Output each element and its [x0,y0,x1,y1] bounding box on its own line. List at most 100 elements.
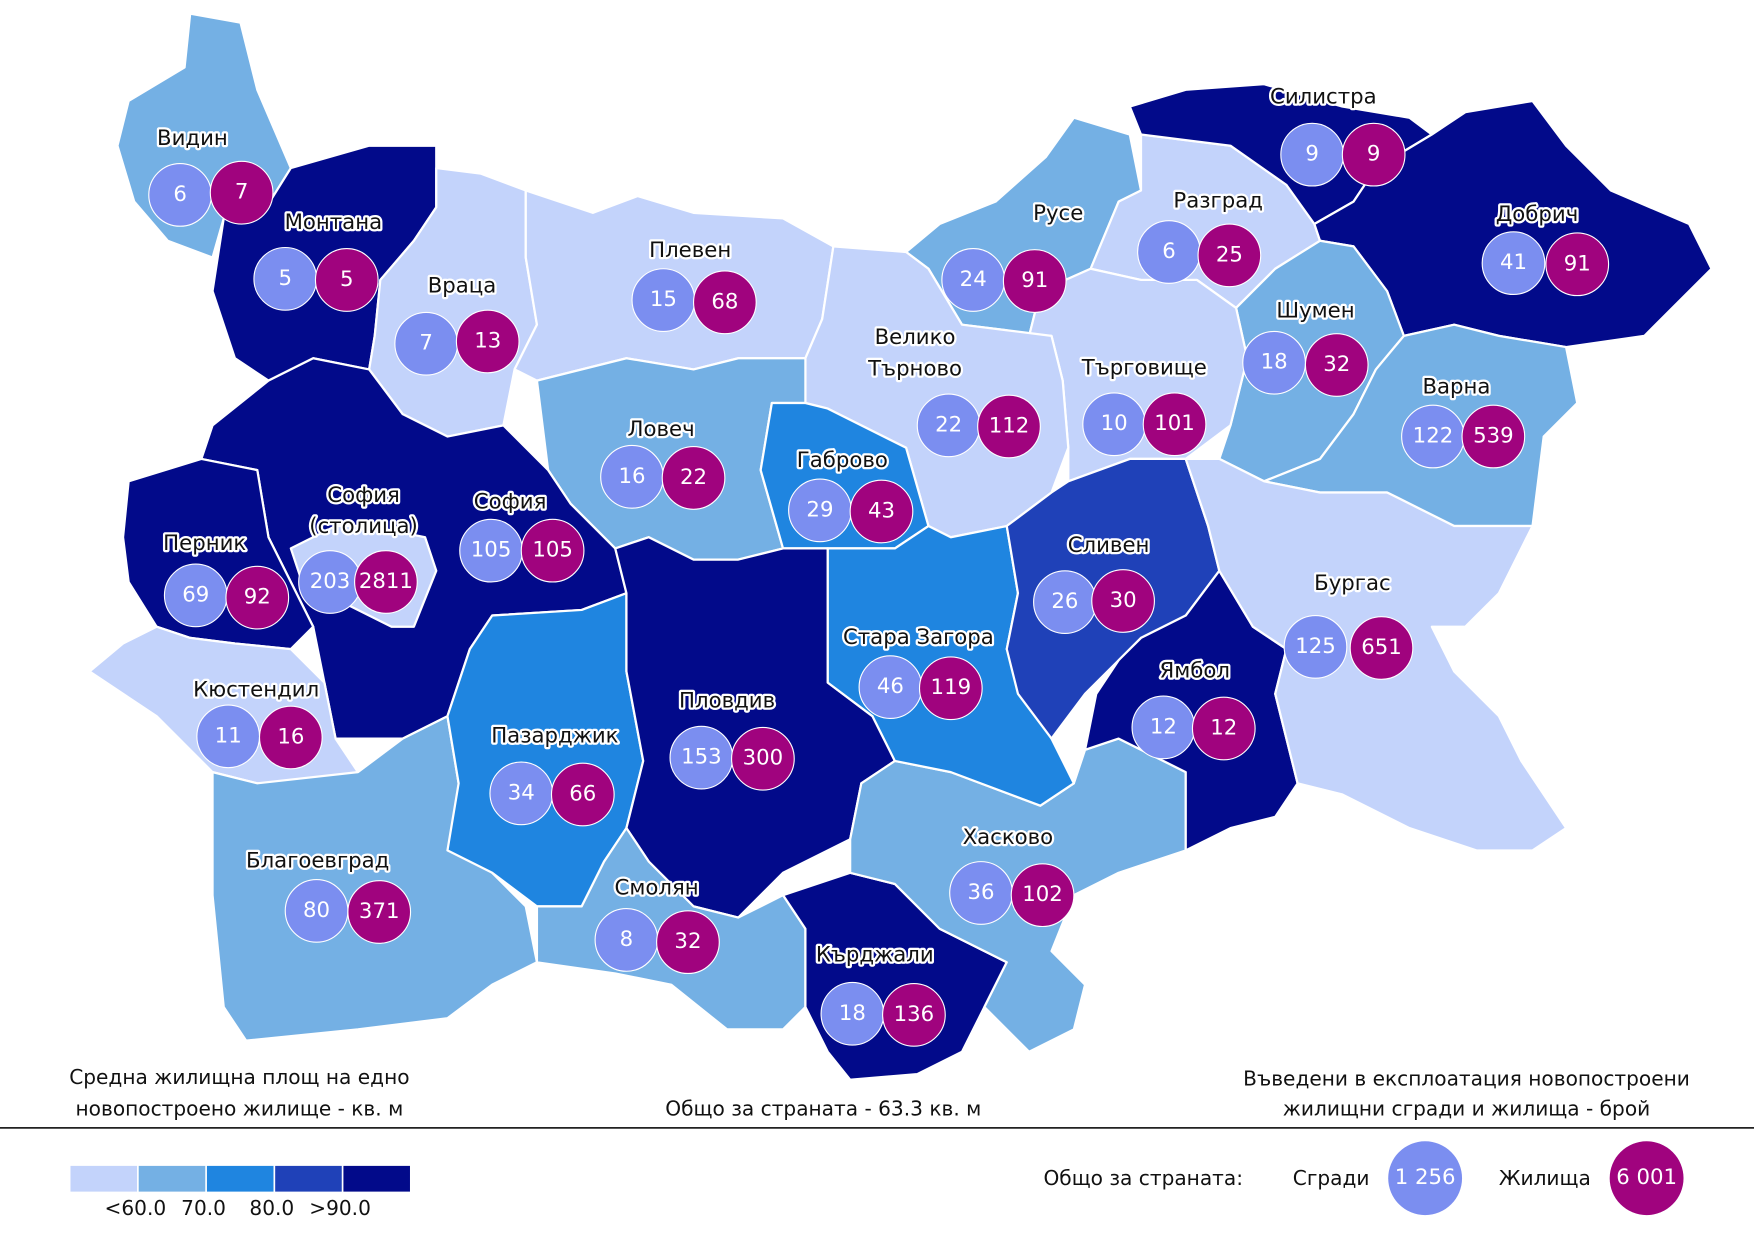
total-dwellings-circle [1609,1141,1684,1216]
dwellings-count: 9 [1367,142,1381,167]
buildings-count: 26 [1051,589,1078,614]
region-name: Смолян [615,875,699,900]
dwellings-count: 5 [340,267,354,292]
dwellings-count: 25 [1216,242,1243,267]
dwellings-count: 16 [277,724,304,749]
dwellings-count: 539 [1473,424,1514,449]
area-caption: новопостроено жилище - кв. м [75,1096,403,1120]
dwellings-count: 112 [989,413,1030,438]
dwellings-circle [1349,616,1414,680]
dwellings-count: 32 [1323,352,1350,377]
region-name: Велико [875,325,956,350]
region-name: Видин [157,126,228,151]
buildings-count: 122 [1413,424,1454,449]
dwellings-circle [347,880,412,944]
legend: <60.0 70.0 80.0 >90.0 1 256 6 001 [70,1141,1684,1220]
dwellings-count: 43 [868,498,895,523]
dwellings-count: 92 [244,585,271,610]
dwellings-circle [918,656,983,721]
buildings-count: 5 [278,266,292,291]
region-name: Монтана [285,210,383,235]
buildings-count: 34 [508,780,535,805]
dwellings-count: 13 [474,328,501,353]
buildings-count: 29 [806,497,833,522]
region-name: Стара Загора [843,625,994,650]
legend-swatch [343,1165,410,1192]
legend-swatch [275,1165,342,1192]
counts-caption: Въведени в експлоатация новопостроени [1243,1066,1690,1090]
buildings-count: 6 [1162,239,1176,264]
region-name: Хасково [963,825,1054,850]
dwellings-circle [661,446,726,510]
dwellings-circle [1002,249,1067,313]
region-name: Пазарджик [491,723,618,748]
region-name: Добрич [1496,202,1579,227]
dwellings-circle [1545,232,1610,297]
country-area: Общо за страната - 63.3 кв. м [665,1096,981,1120]
buildings-count: 9 [1305,142,1319,167]
dwellings-count: 66 [569,782,596,807]
legend-label: <60.0 [105,1196,167,1220]
dwellings-circle [849,479,914,544]
buildings-count: 7 [419,331,433,356]
dwellings-count: 68 [711,289,738,314]
dwellings-count: 119 [931,675,972,700]
dwellings-circle [520,518,585,583]
dwellings-count: 136 [894,1002,935,1027]
area-caption: Средна жилищна площ на едно [69,1065,409,1089]
dwellings-circle [692,270,757,335]
region-name: Перник [163,531,246,556]
buildings-count: 125 [1295,634,1336,659]
legend-label: 70.0 [181,1196,226,1220]
buildings-count: 69 [182,582,209,607]
region-name: София [327,483,400,508]
buildings-count: 22 [935,412,962,437]
region-name: Плевен [649,238,731,263]
total-buildings-circle [1388,1141,1463,1216]
region-name: Бургас [1314,571,1391,596]
buildings-count: 36 [968,880,995,905]
region-name: Пловдив [679,689,775,714]
buildings-count: 12 [1150,714,1177,739]
totals-label: Общо за страната: [1043,1166,1243,1190]
legend-label: 80.0 [249,1196,294,1220]
buildings-circle [1283,614,1348,679]
region-name: Търново [867,356,962,381]
dwellings-label: Жилища [1499,1166,1591,1190]
region-name: Шумен [1276,298,1354,323]
dwellings-count: 91 [1021,268,1048,293]
dwellings-count: 300 [743,746,784,771]
dwellings-count: 105 [532,538,573,563]
region-name: Габрово [797,448,888,473]
dwellings-circle [1091,569,1155,633]
buildings-count: 203 [310,569,351,594]
buildings-count: 41 [1500,250,1527,275]
dwellings-count: 371 [359,899,400,924]
total-dwellings: 6 001 [1616,1165,1677,1190]
dwellings-circle [731,726,795,791]
counts-caption: жилищни сгради и жилища - брой [1283,1096,1650,1120]
dwellings-count: 651 [1361,635,1402,660]
region-name: Силистра [1270,85,1377,110]
buildings-count: 105 [471,538,512,563]
dwellings-circle [656,910,720,975]
dwellings-count: 12 [1210,716,1237,741]
buildings-count: 8 [620,927,634,952]
buildings-circle [1481,231,1546,296]
region-name: Варна [1422,374,1490,399]
dwellings-count: 32 [674,929,701,954]
buildings-count: 10 [1101,411,1128,436]
region-name: Ловеч [628,417,695,442]
buildings-count: 24 [960,267,987,292]
dwellings-count: 22 [680,465,707,490]
dwellings-count: 30 [1110,588,1137,613]
dwellings-circle [977,394,1041,459]
dwellings-circle [1341,122,1406,187]
dwellings-count: 101 [1154,411,1195,436]
buildings-count: 80 [303,898,330,923]
dwellings-circle [209,160,274,225]
legend-swatch [70,1165,138,1192]
dwellings-circle [258,705,323,770]
dwellings-circle [354,550,418,614]
